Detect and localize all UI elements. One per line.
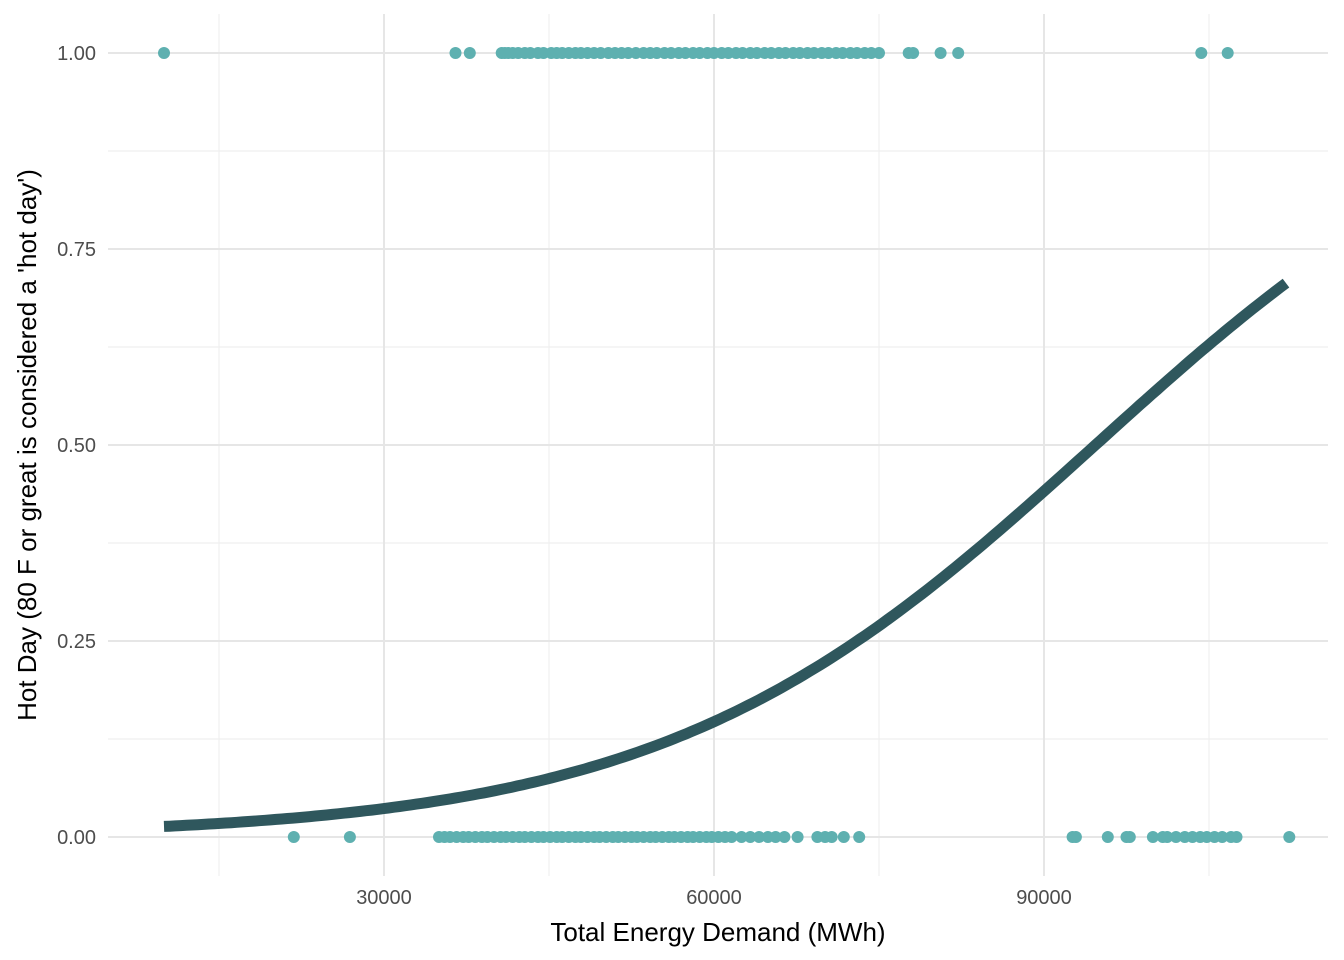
x-tick-label: 90000 (1016, 887, 1072, 909)
data-point (449, 47, 462, 59)
data-point (778, 831, 791, 843)
y-tick-label: 0.75 (57, 239, 96, 261)
data-point (769, 831, 782, 843)
fitted-curve-layer (163, 278, 1290, 832)
data-point (1146, 831, 1159, 843)
y-tick-label: 0.25 (57, 631, 96, 653)
data-point (1161, 831, 1174, 843)
data-point (753, 831, 766, 843)
y-axis-ticks: 0.00 0.25 0.50 0.75 1.00 (57, 43, 96, 849)
data-point (343, 831, 356, 843)
x-tick-label: 60000 (686, 887, 742, 909)
data-point (1221, 47, 1234, 59)
data-point (873, 47, 885, 59)
y-tick-label: 1.00 (57, 43, 96, 65)
data-point (1069, 831, 1082, 843)
grid (108, 14, 1328, 876)
data-point (934, 47, 947, 59)
data-point (907, 47, 920, 59)
x-axis-ticks: 30000 60000 90000 (356, 887, 1072, 909)
data-point (1101, 831, 1114, 843)
data-point (287, 831, 300, 843)
data-point (463, 47, 476, 59)
y-axis-title: Hot Day (80 F or great is considered a '… (12, 169, 42, 721)
y-tick-label: 0.50 (57, 435, 96, 457)
data-point (853, 831, 866, 843)
data-point (1230, 831, 1243, 843)
data-point (825, 831, 838, 843)
y-tick-label: 0.00 (57, 827, 96, 849)
data-point (1283, 831, 1296, 843)
logistic-fit-curve (163, 278, 1290, 832)
x-axis-title: Total Energy Demand (MWh) (550, 917, 885, 947)
data-point (837, 831, 850, 843)
data-point (1123, 831, 1136, 843)
data-point (158, 47, 170, 59)
data-points (158, 47, 1296, 843)
data-point (744, 831, 757, 843)
data-point (725, 831, 738, 843)
data-point (1170, 831, 1182, 843)
data-point (1195, 47, 1208, 59)
data-point (791, 831, 804, 843)
data-point (952, 47, 965, 59)
data-point (1216, 831, 1229, 843)
x-tick-label: 30000 (356, 887, 412, 909)
data-point (735, 831, 748, 843)
